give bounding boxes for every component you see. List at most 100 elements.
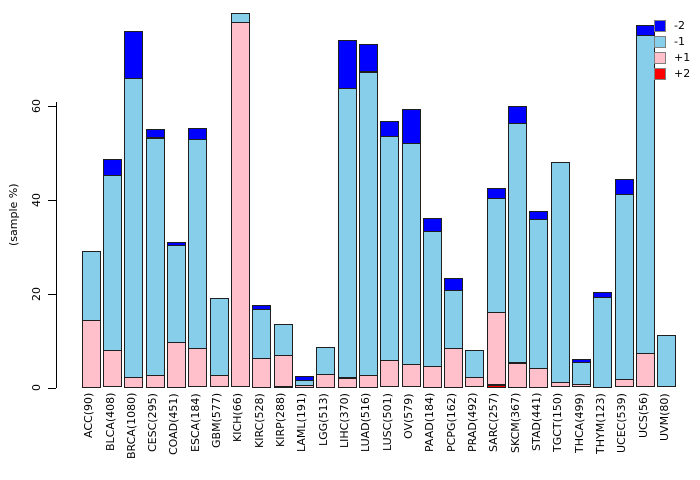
bar-segment-CESC(295)-+1	[146, 375, 165, 388]
x-label-TGCT(150): TGCT(150)	[551, 393, 564, 453]
bar-segment-UCS(56)--1	[636, 35, 655, 354]
bar-segment-KIRC(528)-+1	[252, 358, 271, 388]
legend-entry--1: -1	[654, 35, 690, 48]
x-label-OV(579): OV(579)	[402, 393, 415, 439]
bar-segment-OV(579)-+1	[402, 364, 421, 387]
x-label-GBM(577): GBM(577)	[210, 393, 223, 449]
bar-segment-BLCA(408)-+1	[103, 350, 122, 387]
bar-segment-THCA(499)--1	[572, 362, 591, 385]
bar-segment-COAD(451)--1	[167, 245, 186, 343]
x-label-ACC(90): ACC(90)	[82, 393, 95, 439]
bar-segment-PAAD(184)-+1	[423, 366, 442, 388]
legend-entry-+2: +2	[654, 67, 690, 80]
bar-segment-STAD(441)-+1	[529, 368, 548, 388]
bar-segment-KICH(66)--1	[231, 13, 250, 23]
legend-entry-+1: +1	[654, 51, 691, 64]
y-tick-mark-20	[48, 294, 56, 295]
x-label-LAML(191): LAML(191)	[295, 393, 308, 453]
bar-segment-UCS(56)-+1	[636, 353, 655, 387]
bar-segment-LUAD(516)-+1	[359, 375, 378, 388]
x-label-STAD(441): STAD(441)	[530, 393, 543, 452]
bar-segment-CESC(295)--1	[146, 138, 165, 376]
bar-segment-SARC(257)--2	[487, 188, 506, 199]
bar-segment-SARC(257)--1	[487, 198, 506, 313]
x-label-THCA(499): THCA(499)	[573, 393, 586, 453]
bar-segment-LUSC(501)--2	[380, 121, 399, 137]
x-label-SKCM(367): SKCM(367)	[509, 393, 522, 454]
x-label-LGG(513): LGG(513)	[317, 393, 330, 446]
bar-segment-THYM(123)--2	[593, 292, 612, 298]
bar-segment-KIRP(288)-+1	[274, 354, 293, 387]
x-label-UCS(56): UCS(56)	[637, 393, 650, 439]
bar-segment-BRCA(1080)--2	[124, 31, 143, 79]
bar-segment-LUAD(516)--2	[359, 44, 378, 72]
bar-segment-TGCT(150)--1	[551, 162, 570, 383]
bar-segment-THYM(123)--1	[593, 297, 612, 388]
x-label-SARC(257): SARC(257)	[487, 393, 500, 453]
y-tick-mark-0	[48, 388, 56, 389]
x-label-KIRP(288): KIRP(288)	[274, 393, 287, 448]
x-label-KICH(66): KICH(66)	[231, 393, 244, 442]
bar-segment-LAML(191)--2	[295, 376, 314, 381]
bar-segment-SKCM(367)--2	[508, 106, 527, 124]
bar-segment-UCS(56)--2	[636, 25, 655, 36]
legend-swatch-icon	[654, 67, 666, 80]
bar-segment-PAAD(184)--1	[423, 231, 442, 367]
bar-segment-PRAD(492)--1	[465, 350, 484, 378]
y-tick-label-60: 60	[30, 99, 43, 113]
bar-segment-LUAD(516)--1	[359, 72, 378, 376]
bar-segment-LGG(513)-+1	[316, 374, 335, 388]
bar-segment-BRCA(1080)-+1	[124, 377, 143, 388]
bar-segment-STAD(441)--2	[529, 211, 548, 220]
legend-swatch-icon	[654, 51, 666, 64]
bar-segment-PAAD(184)--2	[423, 218, 442, 232]
bar-segment-UCEC(539)--2	[615, 179, 634, 195]
x-label-LUAD(516): LUAD(516)	[359, 393, 372, 453]
x-label-BLCA(408): BLCA(408)	[104, 393, 117, 452]
bar-segment-LIHC(370)-+1	[338, 378, 357, 388]
bar-segment-LIHC(370)--1	[338, 87, 357, 378]
bar-segment-LGG(513)--1	[316, 347, 335, 375]
bar-segment-GBM(577)--1	[210, 298, 229, 376]
y-tick-label-0: 0	[30, 384, 43, 392]
bar-segment-LIHC(370)--2	[338, 40, 357, 89]
bar-segment-SARC(257)-+1	[487, 312, 506, 385]
legend: -2 -1 +1 +2	[654, 19, 691, 84]
bar-segment-COAD(451)--2	[167, 242, 186, 246]
bar-segment-BRCA(1080)--1	[124, 78, 143, 378]
legend-swatch-icon	[654, 19, 666, 32]
x-label-PRAD(492): PRAD(492)	[466, 393, 479, 453]
legend-label: +1	[674, 51, 691, 64]
x-label-KIRC(528): KIRC(528)	[253, 393, 266, 448]
bar-segment-UCEC(539)-+1	[615, 379, 634, 387]
bar-segment-THCA(499)--2	[572, 359, 591, 363]
y-tick-mark-40	[48, 200, 56, 201]
legend-label: -1	[674, 35, 685, 48]
bar-segment-CESC(295)--2	[146, 129, 165, 138]
bar-segment-PRAD(492)-+1	[465, 377, 484, 387]
y-tick-label-20: 20	[30, 287, 43, 301]
x-label-LIHC(370): LIHC(370)	[338, 393, 351, 448]
bar-segment-COAD(451)-+1	[167, 342, 186, 388]
bar-segment-KICH(66)-+1	[231, 22, 250, 387]
x-label-UVM(80): UVM(80)	[658, 393, 671, 441]
x-label-PCPG(162): PCPG(162)	[445, 393, 458, 453]
bar-segment-SKCM(367)--1	[508, 123, 527, 363]
bar-segment-ESCA(184)--1	[188, 139, 207, 349]
bar-segment-SKCM(367)-+1	[508, 363, 527, 388]
bar-segment-KIRP(288)--1	[274, 324, 293, 356]
y-axis-title: (sample %)	[7, 183, 20, 247]
x-label-PAAD(184): PAAD(184)	[423, 393, 436, 453]
bar-segment-BLCA(408)--1	[103, 175, 122, 351]
bar-segment-OV(579)--1	[402, 142, 421, 365]
bar-segment-UVM(80)--1	[657, 335, 676, 387]
bar-segment-STAD(441)--1	[529, 219, 548, 369]
bar-segment-LUSC(501)--1	[380, 136, 399, 361]
x-label-CESC(295): CESC(295)	[146, 393, 159, 452]
bar-segment-UCEC(539)--1	[615, 194, 634, 380]
x-label-COAD(451): COAD(451)	[167, 393, 180, 455]
legend-entry--2: -2	[654, 19, 690, 32]
bar-segment-ACC(90)-+1	[82, 320, 101, 388]
bar-segment-GBM(577)-+1	[210, 375, 229, 387]
x-label-LUSC(501): LUSC(501)	[381, 393, 394, 451]
